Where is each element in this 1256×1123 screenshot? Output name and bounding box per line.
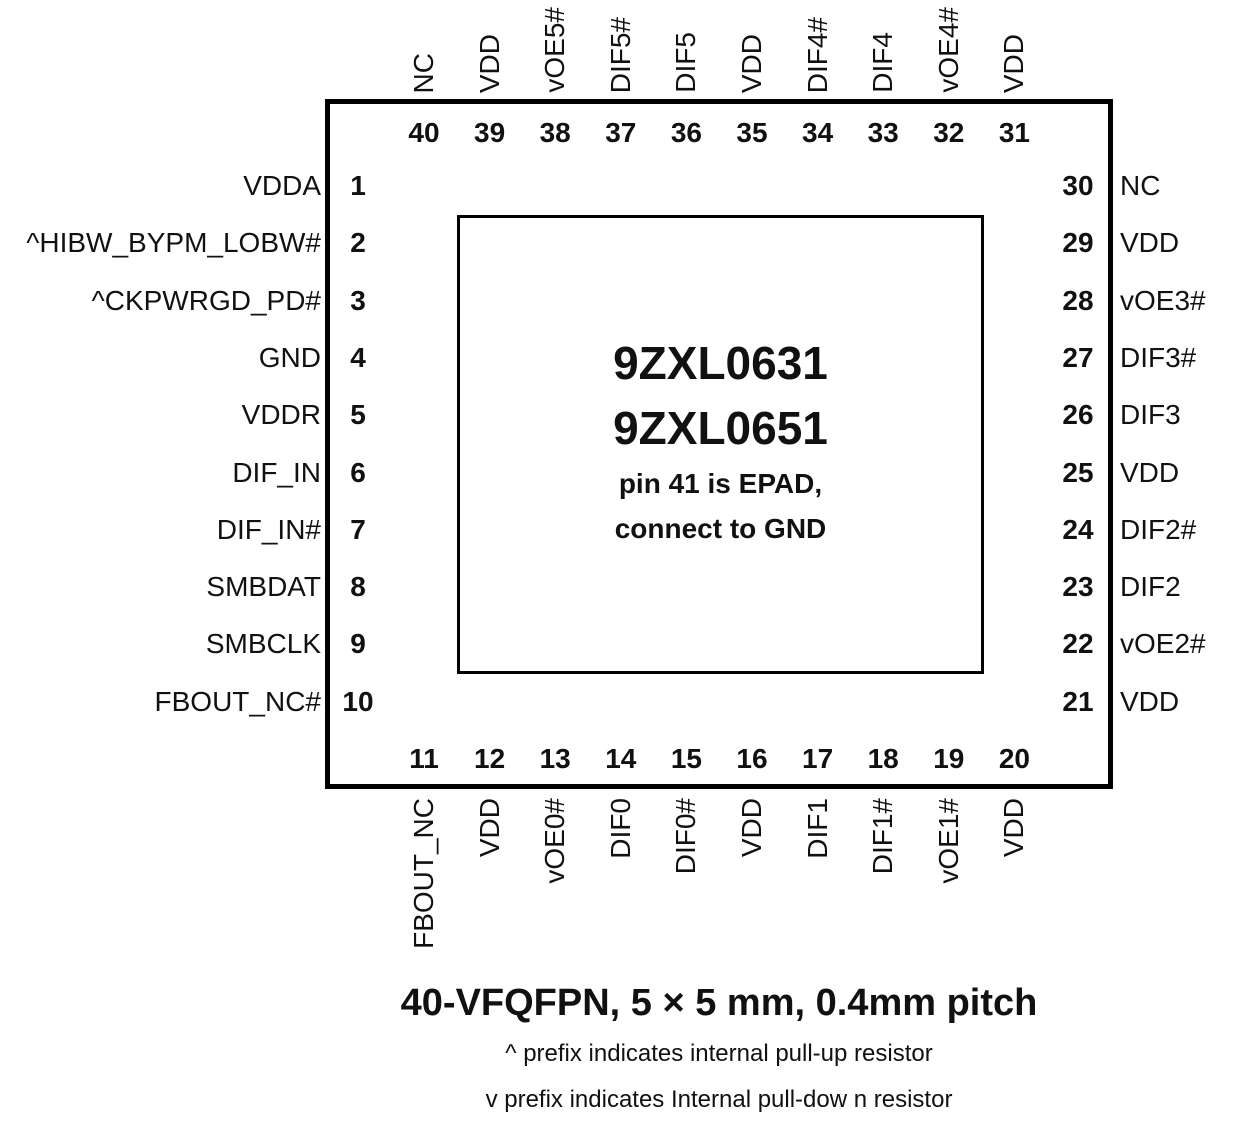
- pin-number-bottom: 12: [474, 743, 506, 774]
- pin-number-bottom: 20: [998, 743, 1030, 774]
- pin-number-bottom: 16: [736, 743, 768, 774]
- pin-number-top: 36: [670, 117, 702, 148]
- pin-number-right: 22: [1062, 628, 1094, 660]
- pin-number-right: 23: [1062, 571, 1094, 603]
- pin-name-left: ^CKPWRGD_PD#: [91, 284, 321, 316]
- pin-number-left: 10: [342, 685, 374, 717]
- pin-name-bottom: VDD: [473, 798, 505, 858]
- package-outline: [325, 99, 1113, 789]
- pin-number-bottom: 15: [670, 743, 702, 774]
- pin-name-left: VDDA: [243, 170, 321, 201]
- pin-name-bottom: DIF1#: [867, 798, 899, 875]
- pin-name-bottom: DIF1: [801, 798, 833, 859]
- pin-number-left: 1: [350, 170, 366, 201]
- pin-number-left: 8: [350, 571, 366, 603]
- pin-name-right: VDD: [1120, 456, 1180, 488]
- part-number-2: 9ZXL0651: [613, 402, 828, 454]
- epad-note-line-1: pin 41 is EPAD,: [618, 468, 823, 499]
- pin-number-right: 21: [1062, 685, 1094, 717]
- pin-name-top: DIF5: [670, 32, 702, 93]
- pin-name-bottom: vOE1#: [932, 798, 964, 884]
- pin-name-right: DIF2: [1120, 571, 1181, 603]
- pin-name-top: VDD: [998, 33, 1030, 93]
- pin-number-right: 27: [1062, 341, 1094, 373]
- pin-number-right: 29: [1062, 227, 1094, 259]
- pin-number-top: 35: [736, 117, 768, 148]
- pin-name-top: DIF5#: [604, 16, 636, 93]
- package-caption: 40-VFQFPN, 5 × 5 mm, 0.4mm pitch: [400, 982, 1038, 1024]
- exposed-pad: [457, 215, 984, 674]
- pin-name-bottom: VDD: [998, 798, 1030, 858]
- pin-name-right: vOE3#: [1120, 284, 1206, 316]
- pin-number-left: 5: [350, 399, 366, 431]
- pin-name-right: DIF2#: [1120, 513, 1197, 545]
- pin-number-right: 30: [1062, 170, 1094, 201]
- pin-number-bottom: 14: [605, 743, 637, 774]
- pin-number-top: 37: [605, 117, 637, 148]
- pin-name-top: DIF4#: [801, 16, 833, 93]
- pin-name-left: SMBDAT: [206, 571, 321, 603]
- pin-name-bottom: VDD: [736, 798, 767, 858]
- pin-name-right: DIF3#: [1120, 341, 1197, 373]
- pin-number-bottom: 18: [867, 743, 899, 774]
- pin-name-bottom: DIF0#: [670, 798, 702, 875]
- pin-name-bottom: vOE0#: [539, 798, 571, 884]
- pin-name-right: NC: [1120, 170, 1161, 201]
- pin-name-left: DIF_IN#: [216, 513, 321, 545]
- pin-name-left: DIF_IN: [232, 456, 321, 488]
- pin-number-top: 38: [539, 117, 571, 148]
- pulldown-note: v prefix indicates Internal pull-dow n r…: [485, 1086, 953, 1113]
- pin-name-right: VDD: [1120, 227, 1180, 259]
- pin-name-top: NC: [408, 52, 439, 93]
- pin-name-left: GND: [258, 341, 321, 373]
- pin-number-right: 28: [1062, 284, 1094, 316]
- pin-name-top: vOE5#: [539, 7, 571, 93]
- pin-number-left: 4: [350, 341, 366, 373]
- epad-note-line-2: connect to GND: [614, 513, 827, 544]
- pin-number-top: 31: [998, 117, 1030, 148]
- pin-number-left: 6: [350, 456, 366, 488]
- part-number-1: 9ZXL0631: [613, 337, 828, 389]
- pin-number-bottom: 19: [933, 743, 965, 774]
- pin-name-top: VDD: [736, 33, 767, 93]
- pin-name-right: vOE2#: [1120, 628, 1206, 660]
- pin-number-left: 7: [350, 513, 366, 545]
- pin-number-right: 25: [1062, 456, 1094, 488]
- pin-number-left: 2: [350, 227, 366, 259]
- pin-number-left: 3: [350, 284, 366, 316]
- pin-name-left: SMBCLK: [205, 628, 321, 660]
- pin-number-bottom: 11: [409, 743, 439, 774]
- pin-number-right: 26: [1062, 399, 1094, 431]
- pin-name-top: VDD: [473, 33, 505, 93]
- pin-number-top: 34: [802, 117, 834, 148]
- pin-number-bottom: 13: [539, 743, 571, 774]
- pin-name-top: vOE4#: [932, 7, 964, 93]
- pin-name-bottom: FBOUT_NC: [408, 798, 439, 949]
- pin-number-top: 32: [933, 117, 965, 148]
- pin-name-right: DIF3: [1120, 399, 1181, 431]
- pin-number-right: 24: [1062, 513, 1094, 545]
- pin-name-left: ^HIBW_BYPM_LOBW#: [26, 227, 321, 259]
- pin-number-top: 39: [474, 117, 506, 148]
- pin-name-bottom: DIF0: [604, 798, 636, 859]
- pin-name-top: DIF4: [867, 32, 899, 93]
- pin-name-left: FBOUT_NC#: [154, 685, 321, 717]
- pin-number-top: 40: [408, 117, 440, 148]
- pin-number-top: 33: [867, 117, 899, 148]
- pullup-note: ^ prefix indicates internal pull-up resi…: [505, 1040, 933, 1067]
- pin-number-bottom: 17: [802, 743, 834, 774]
- pin-name-left: VDDR: [241, 399, 321, 431]
- pin-name-right: VDD: [1120, 685, 1180, 717]
- pin-number-left: 9: [350, 628, 366, 660]
